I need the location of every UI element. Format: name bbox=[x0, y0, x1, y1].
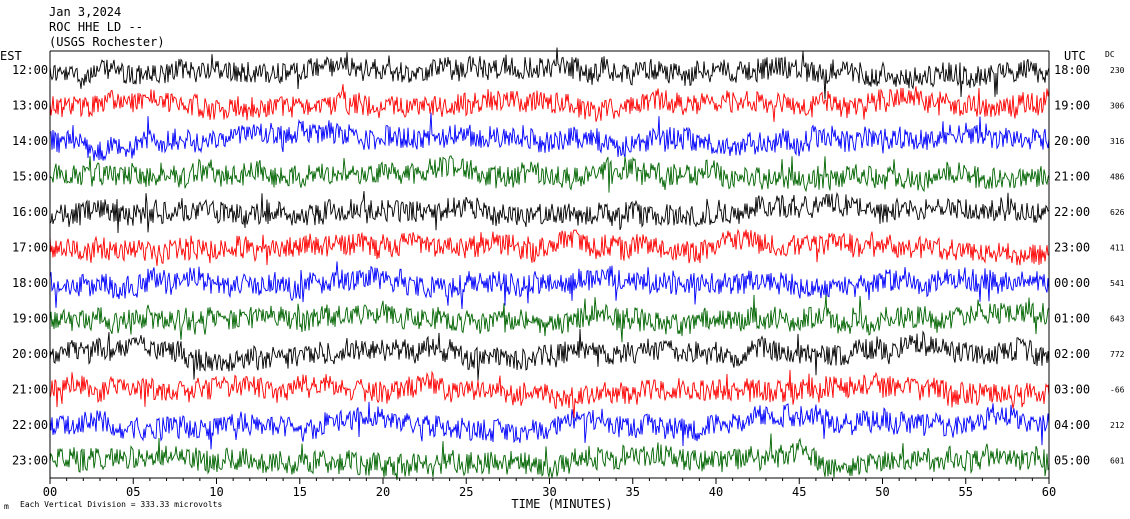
utc-hour-label: 22:00 bbox=[1054, 205, 1090, 219]
est-hour-label: 16:00 bbox=[12, 205, 48, 219]
x-tick-label: 10 bbox=[209, 485, 223, 499]
dc-offset-value: 643 bbox=[1110, 315, 1125, 324]
est-hour-label: 23:00 bbox=[12, 454, 48, 468]
dc-offset-value: 316 bbox=[1110, 137, 1125, 146]
x-tick-label: 20 bbox=[376, 485, 390, 499]
est-hour-label: 12:00 bbox=[12, 63, 48, 77]
dc-offset-value: 306 bbox=[1110, 102, 1125, 111]
trace-3 bbox=[49, 155, 1050, 193]
est-hour-label: 13:00 bbox=[12, 99, 48, 113]
est-hour-label: 22:00 bbox=[12, 418, 48, 432]
utc-hour-label: 18:00 bbox=[1054, 63, 1090, 77]
left-timezone-label: EST bbox=[0, 49, 22, 63]
x-tick-label: 25 bbox=[459, 485, 473, 499]
x-tick-label: 45 bbox=[792, 485, 806, 499]
plot-frame bbox=[49, 50, 1050, 479]
est-hour-label: 18:00 bbox=[12, 276, 48, 290]
x-tick-label: 60 bbox=[1042, 485, 1056, 499]
utc-hour-label: 19:00 bbox=[1054, 99, 1090, 113]
x-tick-label: 40 bbox=[709, 485, 723, 499]
dc-column-label: DC bbox=[1105, 50, 1115, 59]
dc-offset-value: 212 bbox=[1110, 421, 1125, 430]
utc-hour-label: 00:00 bbox=[1054, 276, 1090, 290]
x-tick-label: 00 bbox=[43, 485, 57, 499]
x-axis-ticks: 00 05 10 15 20 25 30 35 40 45 50 55 60 bbox=[43, 478, 1056, 499]
trace-9 bbox=[49, 369, 1050, 418]
footer-mark: m bbox=[4, 502, 9, 511]
est-hour-label: 17:00 bbox=[12, 241, 48, 255]
trace-6 bbox=[49, 261, 1050, 310]
est-hour-label: 19:00 bbox=[12, 312, 48, 326]
trace-2 bbox=[50, 112, 1050, 161]
row-labels: 12:00 18:00 230 13:00 19:00 306 14:00 20:00 316 1… bbox=[12, 63, 1125, 468]
utc-hour-label: 05:00 bbox=[1054, 454, 1090, 468]
dc-offset-value: 601 bbox=[1110, 457, 1125, 466]
trace-8 bbox=[49, 328, 1050, 381]
est-hour-label: 14:00 bbox=[12, 134, 48, 148]
est-hour-label: 21:00 bbox=[12, 383, 48, 397]
trace-1 bbox=[49, 84, 1050, 122]
x-tick-label: 35 bbox=[626, 485, 640, 499]
est-hour-label: 20:00 bbox=[12, 347, 48, 361]
dc-offset-value: 411 bbox=[1110, 244, 1125, 253]
trace-10 bbox=[49, 401, 1050, 450]
utc-hour-label: 04:00 bbox=[1054, 418, 1090, 432]
trace-4 bbox=[49, 191, 1050, 234]
est-hour-label: 15:00 bbox=[12, 170, 48, 184]
x-axis-label: TIME (MINUTES) bbox=[511, 497, 612, 511]
trace-group bbox=[49, 47, 1050, 481]
x-tick-label: 05 bbox=[126, 485, 140, 499]
utc-hour-label: 03:00 bbox=[1054, 383, 1090, 397]
trace-11 bbox=[49, 433, 1050, 481]
x-tick-label: 15 bbox=[293, 485, 307, 499]
dc-offset-value: 486 bbox=[1110, 173, 1125, 182]
dc-offset-value: 230 bbox=[1110, 66, 1125, 75]
right-timezone-label: UTC bbox=[1064, 49, 1086, 63]
footer-scale-note: Each Vertical Division = 333.33 microvol… bbox=[20, 500, 222, 509]
header-station: ROC HHE LD -- bbox=[49, 20, 143, 34]
header-date: Jan 3,2024 bbox=[49, 5, 121, 19]
x-tick-label: 55 bbox=[959, 485, 973, 499]
x-tick-label: 50 bbox=[875, 485, 889, 499]
dc-offset-value: 772 bbox=[1110, 350, 1125, 359]
utc-hour-label: 20:00 bbox=[1054, 134, 1090, 148]
utc-hour-label: 23:00 bbox=[1054, 241, 1090, 255]
x-tick-label: 30 bbox=[542, 485, 556, 499]
dc-offset-value: 626 bbox=[1110, 208, 1125, 217]
header-network: (USGS Rochester) bbox=[49, 35, 165, 49]
utc-hour-label: 01:00 bbox=[1054, 312, 1090, 326]
utc-hour-label: 02:00 bbox=[1054, 347, 1090, 361]
trace-0 bbox=[49, 47, 1050, 100]
dc-offset-value: -66 bbox=[1110, 386, 1125, 395]
trace-5 bbox=[49, 228, 1050, 267]
trace-7 bbox=[49, 294, 1050, 343]
dc-offset-value: 541 bbox=[1110, 279, 1125, 288]
utc-hour-label: 21:00 bbox=[1054, 170, 1090, 184]
